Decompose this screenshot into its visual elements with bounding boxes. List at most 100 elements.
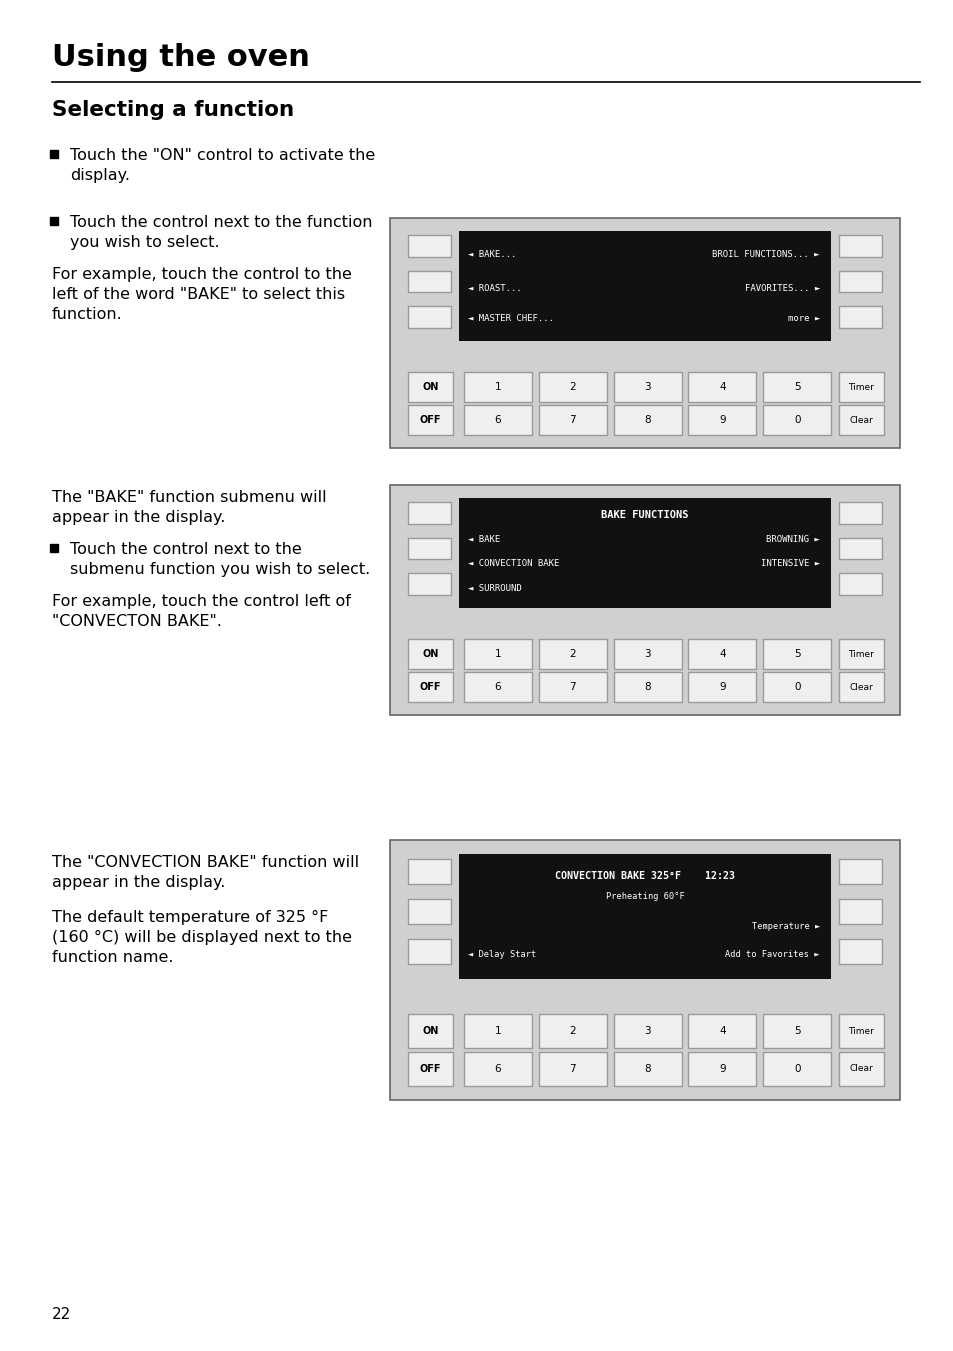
Text: 2: 2 — [569, 1027, 576, 1036]
Text: ON: ON — [421, 1027, 438, 1036]
Text: 7: 7 — [569, 682, 576, 693]
Bar — [408, 270, 451, 292]
Text: 8: 8 — [643, 1063, 650, 1074]
Text: OFF: OFF — [419, 415, 440, 426]
Text: 1: 1 — [494, 1027, 500, 1036]
Text: submenu function you wish to select.: submenu function you wish to select. — [70, 562, 370, 577]
Text: Selecting a function: Selecting a function — [52, 100, 294, 120]
Text: Using the oven: Using the oven — [52, 43, 310, 72]
Text: 0: 0 — [793, 682, 800, 693]
Text: ◄ BAKE: ◄ BAKE — [468, 535, 500, 544]
Text: 5: 5 — [793, 382, 800, 392]
Bar — [408, 859, 451, 884]
Text: 1: 1 — [494, 382, 500, 392]
Bar — [613, 1015, 680, 1048]
Text: 0: 0 — [793, 415, 800, 426]
Text: 0: 0 — [793, 1063, 800, 1074]
Bar — [408, 503, 451, 524]
Bar — [688, 673, 756, 703]
Bar — [390, 840, 899, 1100]
Text: 3: 3 — [643, 382, 650, 392]
Text: Temperature ►: Temperature ► — [751, 923, 820, 931]
Bar — [463, 1015, 532, 1048]
Bar — [688, 405, 756, 435]
Text: you wish to select.: you wish to select. — [70, 235, 219, 250]
Bar — [408, 673, 453, 703]
Bar — [688, 1052, 756, 1086]
Bar — [458, 497, 830, 608]
Text: 2: 2 — [569, 648, 576, 659]
Bar — [538, 405, 606, 435]
Text: 4: 4 — [719, 648, 725, 659]
Text: 7: 7 — [569, 415, 576, 426]
Bar — [688, 372, 756, 403]
Text: FAVORITES... ►: FAVORITES... ► — [744, 284, 820, 293]
Text: Add to Favorites ►: Add to Favorites ► — [724, 950, 820, 959]
Bar — [390, 485, 899, 715]
Text: 5: 5 — [793, 1027, 800, 1036]
Bar — [408, 573, 451, 594]
Bar — [762, 1052, 830, 1086]
Bar — [463, 372, 532, 403]
Bar — [838, 1015, 882, 1048]
Text: "CONVECTON BAKE".: "CONVECTON BAKE". — [52, 613, 222, 630]
Text: INTENSIVE ►: INTENSIVE ► — [760, 559, 820, 569]
Bar — [458, 854, 830, 979]
Text: ON: ON — [421, 648, 438, 659]
Text: For example, touch the control to the: For example, touch the control to the — [52, 267, 352, 282]
Text: Clear: Clear — [848, 682, 872, 692]
Text: Touch the control next to the: Touch the control next to the — [70, 542, 301, 557]
Bar — [762, 372, 830, 403]
Text: function name.: function name. — [52, 950, 173, 965]
Text: function.: function. — [52, 307, 123, 322]
Text: left of the word "BAKE" to select this: left of the word "BAKE" to select this — [52, 286, 345, 303]
Text: OFF: OFF — [419, 682, 440, 693]
Text: appear in the display.: appear in the display. — [52, 875, 225, 890]
Text: Timer: Timer — [847, 1027, 873, 1036]
Bar — [408, 538, 451, 559]
Text: 9: 9 — [719, 682, 725, 693]
Text: 9: 9 — [719, 1063, 725, 1074]
Bar — [538, 1052, 606, 1086]
Text: 9: 9 — [719, 415, 725, 426]
Bar — [538, 673, 606, 703]
Bar — [408, 939, 451, 965]
Bar — [613, 673, 680, 703]
Bar — [408, 639, 453, 669]
Bar — [538, 639, 606, 669]
Bar — [688, 639, 756, 669]
Bar — [838, 900, 882, 924]
Text: Timer: Timer — [847, 650, 873, 658]
Text: display.: display. — [70, 168, 130, 182]
Bar — [838, 639, 882, 669]
Text: 3: 3 — [643, 1027, 650, 1036]
Text: BAKE FUNCTIONS: BAKE FUNCTIONS — [600, 511, 688, 520]
Bar — [838, 573, 882, 594]
Text: BROIL FUNCTIONS... ►: BROIL FUNCTIONS... ► — [712, 250, 820, 259]
Bar — [762, 673, 830, 703]
Bar — [408, 405, 453, 435]
Text: ◄ Delay Start: ◄ Delay Start — [468, 950, 536, 959]
Bar — [408, 372, 453, 403]
Text: The default temperature of 325 °F: The default temperature of 325 °F — [52, 911, 328, 925]
Bar — [408, 305, 451, 328]
Text: ◄ BAKE...: ◄ BAKE... — [468, 250, 516, 259]
Bar — [390, 218, 899, 449]
Bar — [463, 1052, 532, 1086]
Bar — [463, 639, 532, 669]
Text: Clear: Clear — [848, 1065, 872, 1073]
Text: ◄ CONVECTION BAKE: ◄ CONVECTION BAKE — [468, 559, 559, 569]
Text: ◄ SURROUND: ◄ SURROUND — [468, 584, 521, 593]
Text: The "CONVECTION BAKE" function will: The "CONVECTION BAKE" function will — [52, 855, 358, 870]
Text: ON: ON — [421, 382, 438, 392]
Text: 2: 2 — [569, 382, 576, 392]
Bar — [838, 1052, 882, 1086]
Bar — [838, 235, 882, 257]
Bar — [408, 235, 451, 257]
Text: CONVECTION BAKE 325°F    12:23: CONVECTION BAKE 325°F 12:23 — [555, 870, 734, 881]
Text: Touch the control next to the function: Touch the control next to the function — [70, 215, 372, 230]
Bar — [838, 673, 882, 703]
Bar — [838, 859, 882, 884]
Text: Touch the "ON" control to activate the: Touch the "ON" control to activate the — [70, 149, 375, 163]
Text: 3: 3 — [643, 648, 650, 659]
